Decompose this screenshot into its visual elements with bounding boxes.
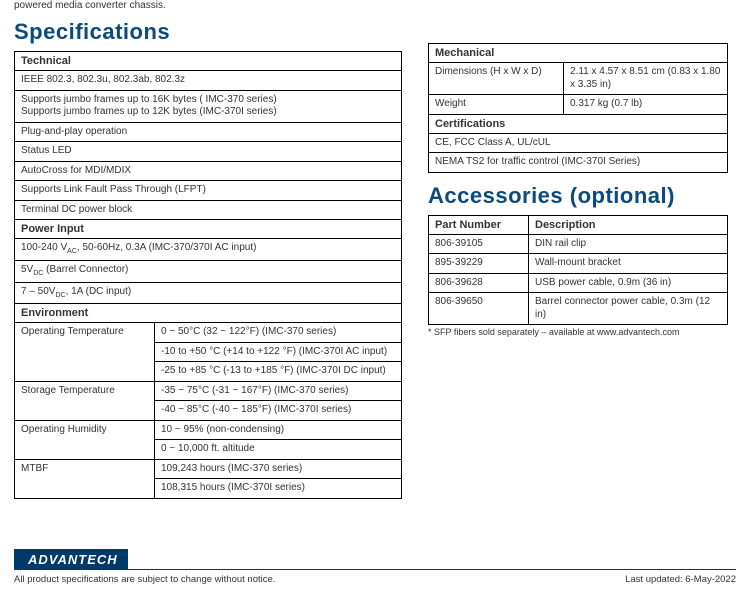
env-value: 109,243 hours (IMC-370 series) bbox=[155, 459, 402, 479]
certifications-header: Certifications bbox=[429, 114, 728, 133]
power-row: 7 – 50VDC, 1A (DC input) bbox=[15, 282, 402, 304]
mech-label: Dimensions (H x W x D) bbox=[429, 63, 564, 95]
technical-row: Plug-and-play operation bbox=[15, 122, 402, 142]
env-label: Operating Temperature bbox=[15, 323, 155, 382]
technical-header: Technical bbox=[15, 52, 402, 71]
env-value: -35 ~ 75°C (-31 ~ 167°F) (IMC-370 series… bbox=[155, 381, 402, 401]
technical-row: Supports Link Fault Pass Through (LFPT) bbox=[15, 181, 402, 201]
environment-header: Environment bbox=[15, 304, 402, 323]
cert-row: CE, FCC Class A, UL/cUL bbox=[429, 133, 728, 153]
env-value: 0 ~ 10,000 ft. altitude bbox=[155, 440, 402, 460]
accessories-table: Part Number Description 806-39105DIN rai… bbox=[428, 215, 728, 326]
env-value: -25 to +85 °C (-13 to +185 °F) (IMC-370I… bbox=[155, 362, 402, 382]
brand-logo: ADVANTECH bbox=[14, 549, 128, 570]
acc-desc: DIN rail clip bbox=[529, 234, 728, 254]
mechanical-table: Mechanical Dimensions (H x W x D) 2.11 x… bbox=[428, 43, 728, 173]
env-value: 10 ~ 95% (non-condensing) bbox=[155, 420, 402, 440]
technical-row: IEEE 802.3, 802.3u, 802.3ab, 802.3z bbox=[15, 71, 402, 91]
acc-partnum: 895-39229 bbox=[429, 254, 529, 274]
right-column: Mechanical Dimensions (H x W x D) 2.11 x… bbox=[428, 13, 728, 499]
page-footer: ADVANTECH All product specifications are… bbox=[0, 549, 750, 591]
power-input-header: Power Input bbox=[15, 220, 402, 239]
env-value: 0 ~ 50°C (32 ~ 122°F) (IMC-370 series) bbox=[155, 323, 402, 343]
technical-row: Supports jumbo frames up to 16K bytes ( … bbox=[15, 90, 402, 122]
accessories-heading: Accessories (optional) bbox=[428, 183, 728, 209]
power-row: 100-240 VAC, 50-60Hz, 0.3A (IMC-370/370I… bbox=[15, 239, 402, 261]
env-label: Storage Temperature bbox=[15, 381, 155, 420]
acc-desc: Barrel connector power cable, 0.3m (12 i… bbox=[529, 293, 728, 325]
mech-label: Weight bbox=[429, 95, 564, 115]
intro-fragment: powered media converter chassis. bbox=[0, 0, 750, 13]
specifications-table: Technical IEEE 802.3, 802.3u, 802.3ab, 8… bbox=[14, 51, 402, 499]
acc-desc: USB power cable, 0.9m (36 in) bbox=[529, 273, 728, 293]
technical-row: Status LED bbox=[15, 142, 402, 162]
mech-value: 0.317 kg (0.7 lb) bbox=[564, 95, 728, 115]
acc-col-header: Description bbox=[529, 215, 728, 234]
env-label: Operating Humidity bbox=[15, 420, 155, 459]
acc-partnum: 806-39628 bbox=[429, 273, 529, 293]
env-value: 108,315 hours (IMC-370I series) bbox=[155, 479, 402, 499]
technical-row: AutoCross for MDI/MDIX bbox=[15, 161, 402, 181]
left-column: Specifications Technical IEEE 802.3, 802… bbox=[14, 13, 402, 499]
technical-row: Terminal DC power block bbox=[15, 200, 402, 220]
acc-partnum: 806-39105 bbox=[429, 234, 529, 254]
env-label: MTBF bbox=[15, 459, 155, 498]
power-row: 5VDC (Barrel Connector) bbox=[15, 260, 402, 282]
accessories-footnote: * SFP fibers sold separately – available… bbox=[428, 327, 728, 337]
mechanical-header: Mechanical bbox=[429, 44, 728, 63]
acc-partnum: 806-39650 bbox=[429, 293, 529, 325]
footer-last-updated: Last updated: 6-May-2022 bbox=[625, 574, 736, 585]
footer-disclaimer: All product specifications are subject t… bbox=[14, 574, 275, 585]
mech-value: 2.11 x 4.57 x 8.51 cm (0.83 x 1.80 x 3.3… bbox=[564, 63, 728, 95]
cert-row: NEMA TS2 for traffic control (IMC-370I S… bbox=[429, 153, 728, 173]
specifications-heading: Specifications bbox=[14, 19, 402, 45]
acc-col-header: Part Number bbox=[429, 215, 529, 234]
env-value: -40 ~ 85°C (-40 ~ 185°F) (IMC-370I serie… bbox=[155, 401, 402, 421]
acc-desc: Wall-mount bracket bbox=[529, 254, 728, 274]
env-value: -10 to +50 °C (+14 to +122 °F) (IMC-370I… bbox=[155, 342, 402, 362]
